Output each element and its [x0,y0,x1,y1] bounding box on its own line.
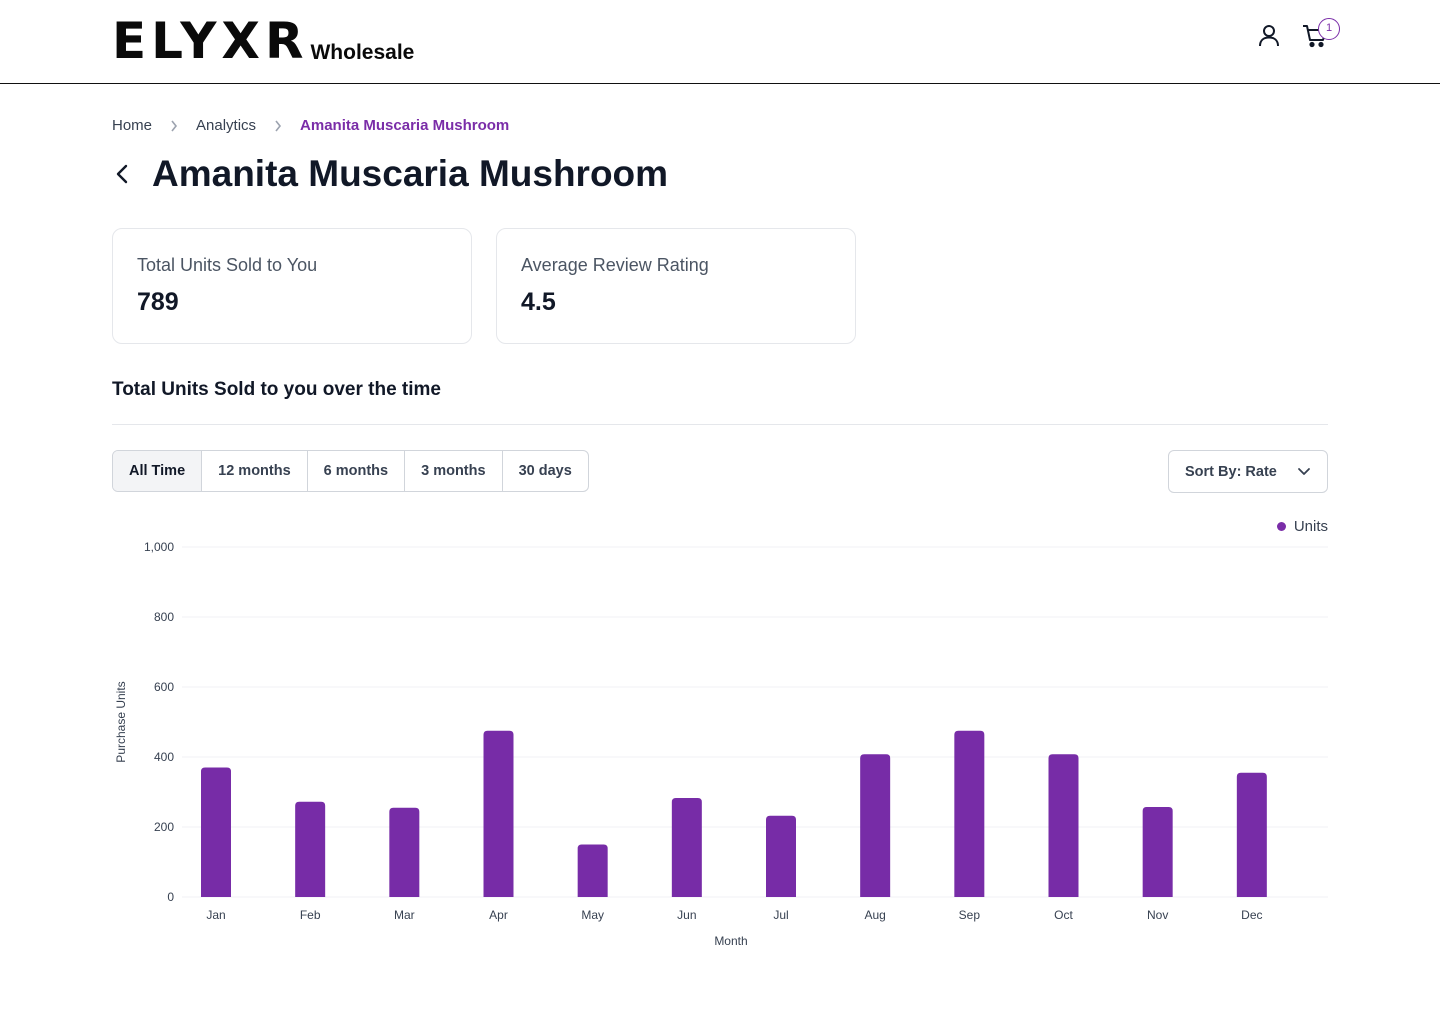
x-tick-label: Sep [959,908,981,922]
y-tick-label: 200 [154,820,174,834]
page-title: Amanita Muscaria Mushroom [152,153,669,194]
tab-30-days[interactable]: 30 days [518,463,572,479]
bar-jul [766,815,796,897]
y-tick-label: 1,000 [144,540,174,554]
chevron-right-icon [274,120,282,132]
stat-value: 789 [137,288,179,316]
y-axis-label: Purchase Units [114,681,128,762]
sort-label: Sort By: Rate [1185,463,1277,480]
bar-sep [954,730,985,897]
page-title-row: Amanita Muscaria Mushroom [112,152,668,196]
x-tick-label: Aug [864,908,885,922]
legend-swatch [1276,522,1286,531]
time-range-tabs: All Time 12 months 6 months 3 months 30 … [112,450,589,492]
bar-mar [389,807,420,897]
chart-legend: Units [1276,518,1328,535]
tab-all-time[interactable]: All Time [113,451,203,491]
logo-subtitle: Wholesale [310,41,415,64]
back-button[interactable] [112,152,144,196]
stat-label: Total Units Sold to You [137,255,318,275]
y-tick-label: 0 [167,890,174,904]
bar-aug [860,754,891,897]
x-tick-label: Jun [677,908,696,922]
x-tick-label: Apr [489,908,508,922]
bar-nov [1142,807,1173,897]
breadcrumb: Home Analytics Amanita Muscaria Mushroom [112,117,509,134]
breadcrumb-home[interactable]: Home [112,117,153,134]
stat-value: 4.5 [521,288,556,316]
section-title: Total Units Sold to you over the time [112,379,442,400]
tab-3-months[interactable]: 3 months [405,451,503,491]
site-header: ELYXR Wholesale 1 [0,0,1440,84]
x-tick-label: Nov [1147,908,1168,922]
header-actions: 1 [1256,18,1340,48]
legend-label: Units [1293,518,1328,535]
x-tick-label: Jul [773,908,788,922]
logo[interactable]: ELYXR Wholesale [112,12,415,70]
x-tick-label: Oct [1054,908,1073,922]
chevron-left-icon [116,164,128,184]
tab-6-months[interactable]: 6 months [308,451,406,491]
cart-count-badge: 1 [1318,18,1340,40]
sort-dropdown[interactable]: Sort By: Rate [1168,450,1328,493]
user-icon[interactable] [1256,22,1282,48]
bar-jun [671,797,702,897]
bar-chart: 0 200 400 600 800 1,000 Jan Feb Mar Apr May Jun Jul A… [114,540,1328,948]
bar-dec [1236,772,1267,897]
stat-card-rating: Average Review Rating 4.5 [496,228,856,344]
bar-oct [1048,754,1079,897]
cart-button[interactable]: 1 [1302,18,1340,48]
stat-card-units: Total Units Sold to You 789 [112,228,472,344]
y-tick-label: 800 [154,610,174,624]
breadcrumb-current: Amanita Muscaria Mushroom [300,117,510,134]
bar-jan [201,767,231,897]
y-tick-label: 600 [154,680,174,694]
bar-may [577,844,608,897]
chevron-right-icon [170,120,178,132]
x-tick-label: Jan [206,908,225,922]
x-tick-label: Dec [1241,908,1262,922]
bar-apr [483,730,514,897]
x-tick-label: Mar [394,908,415,922]
x-tick-label: May [581,908,604,922]
divider [112,424,1328,425]
bar-feb [295,801,326,897]
breadcrumb-analytics[interactable]: Analytics [196,117,257,134]
x-axis-label: Month [714,934,747,948]
tab-12-months[interactable]: 12 months [202,451,308,491]
y-tick-label: 400 [154,750,174,764]
chevron-down-icon [1298,467,1310,475]
stat-label: Average Review Rating [521,255,709,275]
x-tick-label: Feb [300,908,321,922]
logo-mark: ELYXR [112,12,309,70]
